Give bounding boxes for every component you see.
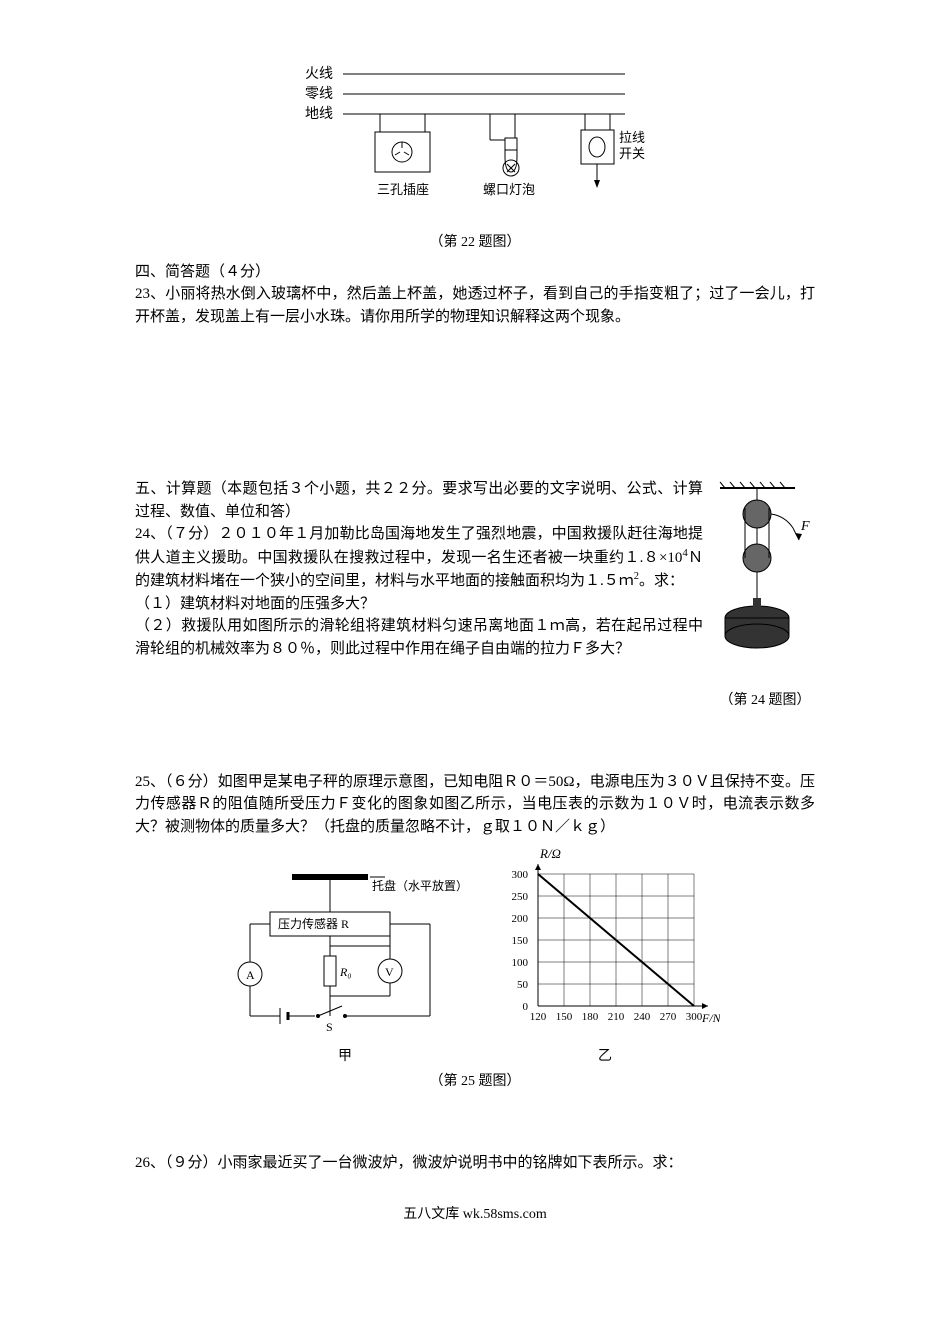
q24-p2: （２）救援队用如图所示的滑轮组将建筑材料匀速吊离地面１ｍ高，若在起吊过程中滑轮组…	[135, 615, 703, 660]
xtick-3: 210	[608, 1011, 625, 1023]
fig24-force-label: F	[800, 519, 810, 534]
section4-title: 四、简答题（４分）	[135, 261, 815, 284]
fig25-circuit: 托盘（水平放置） 压力传感器 R A R₀	[230, 866, 460, 1067]
fig25-circuit-caption: 甲	[230, 1046, 460, 1067]
ytick-1: 50	[517, 979, 529, 991]
xtick-1: 150	[556, 1011, 573, 1023]
fig22-line-live: 火线	[305, 66, 333, 82]
fig24-caption: （第 24 题图）	[715, 690, 815, 711]
fig22-svg: 火线 零线 地线 三孔插座 螺口灯泡	[305, 60, 645, 220]
fig22-socket-label: 三孔插座	[377, 182, 429, 197]
ytick-5: 250	[512, 891, 529, 903]
q24-p1: （１）建筑材料对地面的压强多大？	[135, 593, 703, 616]
ytick-6: 300	[512, 869, 529, 881]
q25-text: 25、（６分）如图甲是某电子秤的原理示意图，已知电阻Ｒ０＝50Ω，电源电压为３０…	[135, 771, 815, 839]
xtick-2: 180	[582, 1011, 599, 1023]
fig24-svg: F	[715, 478, 815, 678]
q24-intro: 24、（７分）２０１０年１月加勒比岛国海地发生了强烈地震，中国救援队赶往海地提供…	[135, 523, 703, 593]
ytick-3: 150	[512, 935, 529, 947]
fig25: 托盘（水平放置） 压力传感器 R A R₀	[135, 846, 815, 1067]
xtick-0: 120	[530, 1011, 547, 1023]
answer-space-25	[135, 1092, 815, 1152]
fig25-voltmeter: V	[385, 965, 394, 979]
section5-title: 五、计算题（本题包括３个小题，共２２分。要求写出必要的文字说明、公式、计算过程、…	[135, 478, 703, 523]
fig25-circuit-svg: 托盘（水平放置） 压力传感器 R A R₀	[230, 866, 460, 1036]
fig25-graph-caption: 乙	[490, 1046, 720, 1067]
q23-text: 23、小丽将热水倒入玻璃杯中，然后盖上杯盖，她透过杯子，看到自己的手指变粗了；过…	[135, 283, 815, 328]
fig25-xlabel: F/N	[701, 1011, 720, 1025]
answer-space-23	[135, 328, 815, 478]
ytick-0: 0	[523, 1001, 529, 1013]
fig22-switch-label1: 拉线	[619, 130, 645, 145]
q26-text: 26、（９分）小雨家最近买了一台微波炉，微波炉说明书中的铭牌如下表所示。求：	[135, 1152, 815, 1175]
fig25-switch-label: S	[326, 1020, 333, 1034]
xtick-5: 270	[660, 1011, 677, 1023]
fig25-graph-svg: R/Ω	[490, 846, 720, 1036]
fig25-tray-label: 托盘（水平放置）	[372, 878, 460, 893]
fig25-caption: （第 25 题图）	[135, 1071, 815, 1092]
fig22-switch-label2: 开关	[619, 146, 645, 161]
xtick-4: 240	[634, 1011, 651, 1023]
fig25-graph: R/Ω	[490, 846, 720, 1067]
fig22: 火线 零线 地线 三孔插座 螺口灯泡	[135, 60, 815, 253]
page-footer: 五八文库 wk.58sms.com	[135, 1204, 815, 1225]
fig25-r0-label: R₀	[339, 965, 352, 979]
fig25-sensor-label: 压力传感器 R	[278, 916, 349, 931]
fig22-bulb-label: 螺口灯泡	[483, 182, 535, 197]
answer-space-24	[135, 711, 815, 771]
fig25-ylabel: R/Ω	[539, 846, 561, 861]
fig22-line-neutral: 零线	[305, 86, 333, 102]
fig22-line-ground: 地线	[305, 106, 333, 122]
ytick-2: 100	[512, 957, 529, 969]
ytick-4: 200	[512, 913, 529, 925]
fig24: F （第 24 题图）	[715, 478, 815, 711]
xtick-6: 300	[686, 1011, 703, 1023]
fig22-caption: （第 22 题图）	[135, 232, 815, 253]
fig25-ammeter: A	[246, 968, 255, 982]
